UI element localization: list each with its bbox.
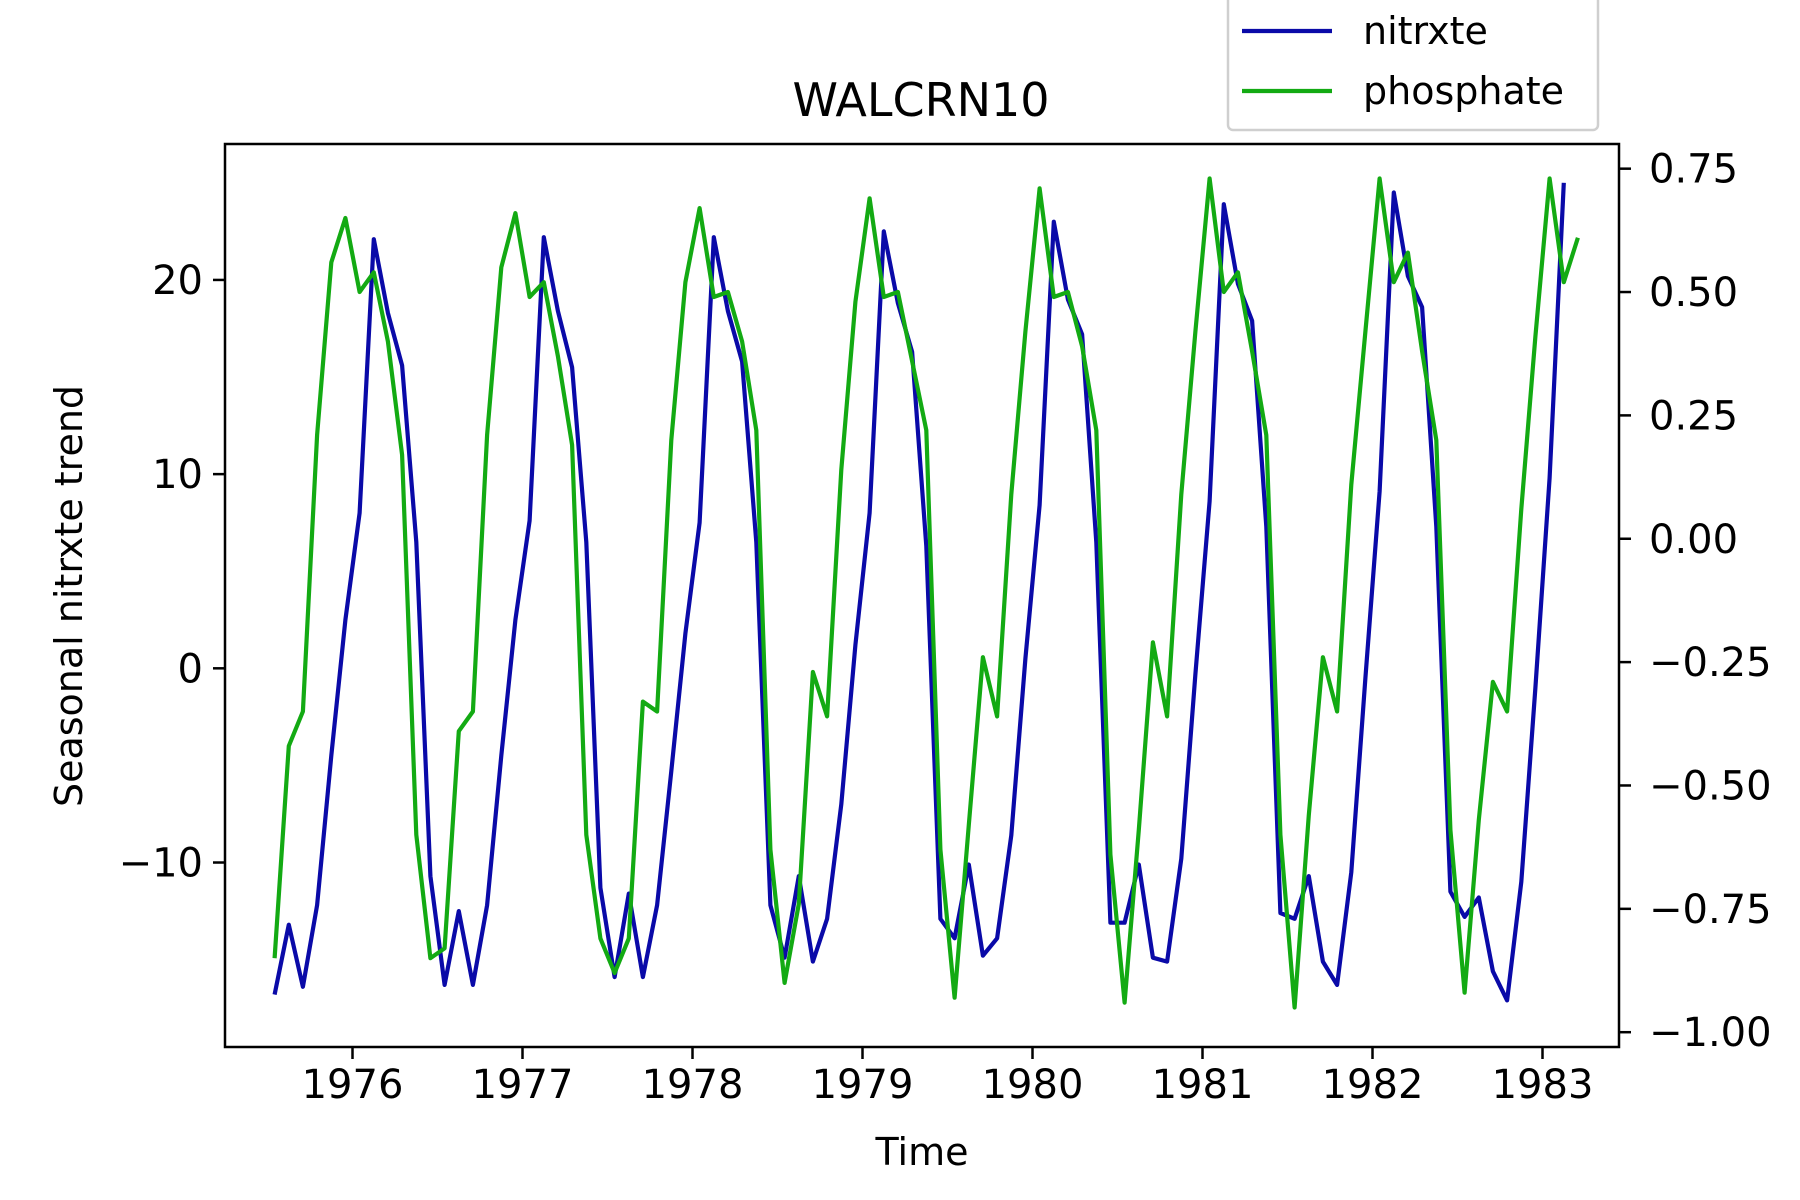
x-tick-label: 1983 bbox=[1492, 1062, 1594, 1108]
y-tick-label: 0 bbox=[178, 646, 203, 692]
y2-tick-label: 0.25 bbox=[1649, 393, 1738, 439]
y2-tick-label: −1.00 bbox=[1649, 1010, 1772, 1056]
y-tick-label: 20 bbox=[152, 258, 203, 304]
y2-tick-label: −0.25 bbox=[1649, 640, 1772, 686]
x-tick-label: 1980 bbox=[982, 1062, 1084, 1108]
x-tick-label: 1976 bbox=[302, 1062, 404, 1108]
y-axis-right: −1.00 −0.75 −0.50 −0.25 0.00 0.25 0.50 0.75 bbox=[1619, 147, 1772, 1056]
x-tick-label: 1981 bbox=[1152, 1062, 1254, 1108]
x-axis: 1976 1977 1978 1979 1980 1981 1982 1983 bbox=[302, 1047, 1594, 1108]
y2-tick-label: 0.50 bbox=[1649, 270, 1738, 316]
chart-title: WALCRN10 bbox=[792, 73, 1049, 127]
legend: nitrxte phosphate bbox=[1226, 0, 1600, 132]
x-axis-label: Time bbox=[875, 1130, 969, 1174]
y2-tick-label: 0.00 bbox=[1649, 517, 1738, 563]
y2-tick-label: −0.50 bbox=[1649, 763, 1772, 809]
y-axis-label: Seasonal nitrxte trend bbox=[47, 385, 91, 807]
plot-area-frame bbox=[223, 142, 1621, 1049]
y2-tick-label: −0.75 bbox=[1649, 887, 1772, 933]
y-tick-label: −10 bbox=[119, 841, 203, 887]
legend-label-nitrxte: nitrxte bbox=[1363, 9, 1488, 53]
x-tick-label: 1982 bbox=[1322, 1062, 1424, 1108]
series-line-phosphate bbox=[272, 176, 1580, 1010]
series-layer bbox=[272, 176, 1580, 1010]
x-tick-label: 1978 bbox=[642, 1062, 744, 1108]
y2-tick-label: 0.75 bbox=[1649, 147, 1738, 193]
legend-label-phosphate: phosphate bbox=[1363, 69, 1564, 113]
x-tick-label: 1977 bbox=[472, 1062, 574, 1108]
y-axis-left: −10 0 10 20 bbox=[119, 258, 225, 887]
y-tick-label: 10 bbox=[152, 452, 203, 498]
x-tick-label: 1979 bbox=[812, 1062, 914, 1108]
series-line-nitrxte bbox=[272, 182, 1566, 1003]
